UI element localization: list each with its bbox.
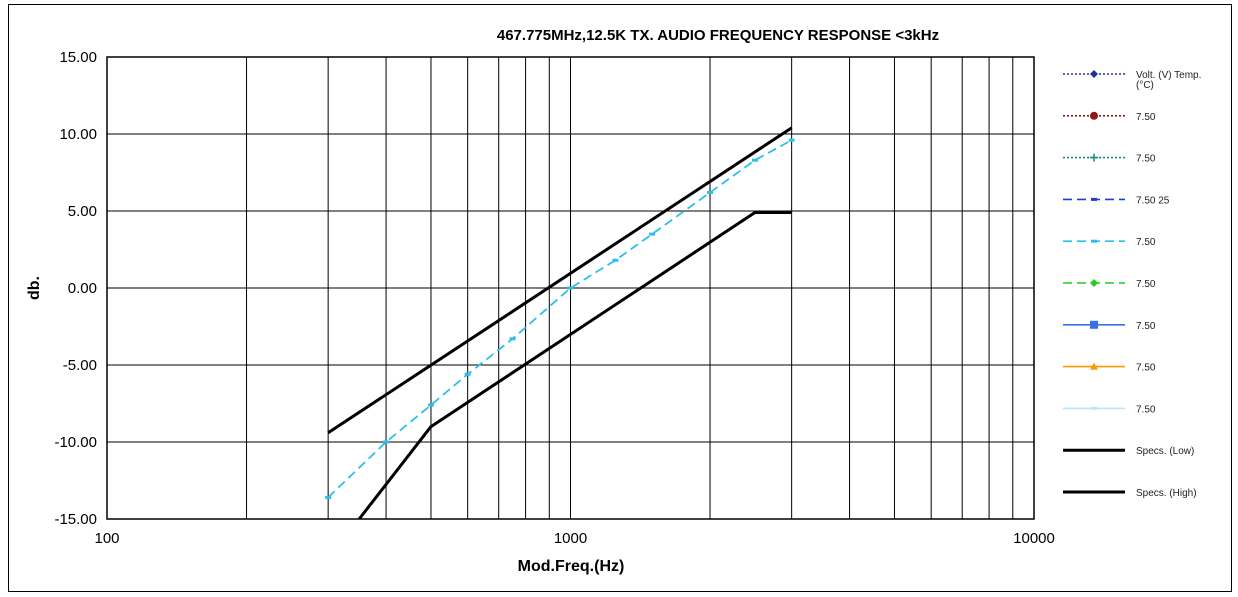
series-line-4 [327, 139, 793, 499]
legend-label-4: 7.50 [1136, 237, 1156, 248]
legend-label-5: 7.50 [1136, 279, 1156, 290]
legend-label-8: 7.50 [1136, 404, 1156, 415]
x-tick-label: 10000 [1013, 530, 1055, 547]
y-tick-label: 0.00 [68, 280, 97, 297]
data-point [325, 495, 332, 499]
legend: Volt. (V) Temp. (°C) 7.50 7.50 7.50 25 7.50 7.… [1063, 70, 1201, 499]
data-point [707, 191, 714, 195]
legend-marker-1 [1090, 111, 1098, 120]
legend-label-9: Specs. (Low) [1136, 446, 1194, 457]
legend-marker-3 [1091, 197, 1097, 201]
legend-marker-6 [1090, 320, 1098, 329]
y-tick-label: 10.00 [59, 126, 97, 143]
legend-label-0: Volt. (V) Temp. (°C) [1136, 70, 1201, 91]
data-point [427, 403, 434, 407]
legend-label-3: 7.50 25 [1136, 195, 1170, 206]
data-point [612, 258, 619, 262]
plot-border [106, 56, 1035, 520]
data-point [788, 138, 795, 142]
series-line-10 [327, 126, 793, 435]
legend-marker-7 [1090, 362, 1098, 370]
x-tick-label: 100 [94, 530, 119, 547]
x-tick-label: 1000 [554, 530, 587, 547]
y-tick-label: 15.00 [59, 49, 97, 66]
chart-title: 467.775MHz,12.5K TX. AUDIO FREQUENCY RES… [497, 27, 939, 44]
data-point [464, 372, 471, 376]
legend-label-10: Specs. (High) [1136, 488, 1197, 499]
x-axis-label: Mod.Freq.(Hz) [518, 558, 625, 575]
legend-label-1: 7.50 [1136, 112, 1156, 123]
y-tick-label: -10.00 [54, 434, 97, 451]
y-tick-label: 5.00 [68, 203, 97, 220]
y-axis-label: db. [26, 276, 43, 300]
data-point [383, 440, 390, 444]
y-tick-label: -5.00 [63, 357, 97, 374]
chart-frame [8, 4, 1232, 592]
series-line-9 [357, 211, 792, 519]
legend-marker-0 [1090, 70, 1098, 78]
legend-marker-5 [1090, 279, 1098, 287]
legend-label-7: 7.50 [1136, 363, 1156, 374]
legend-marker-8 [1091, 406, 1097, 410]
data-point [751, 158, 758, 162]
series-layer [325, 126, 795, 519]
axes-layer: 15.00 10.00 5.00 0.00 -5.00 -10.00 -15.00 100 10… [54, 49, 1054, 547]
y-tick-label: -15.00 [54, 511, 97, 528]
data-point [567, 286, 574, 290]
legend-label-2: 7.50 [1136, 154, 1156, 165]
data-point [509, 337, 516, 341]
legend-label-6: 7.50 [1136, 321, 1156, 332]
legend-marker-4 [1091, 239, 1097, 243]
data-point [649, 232, 656, 236]
